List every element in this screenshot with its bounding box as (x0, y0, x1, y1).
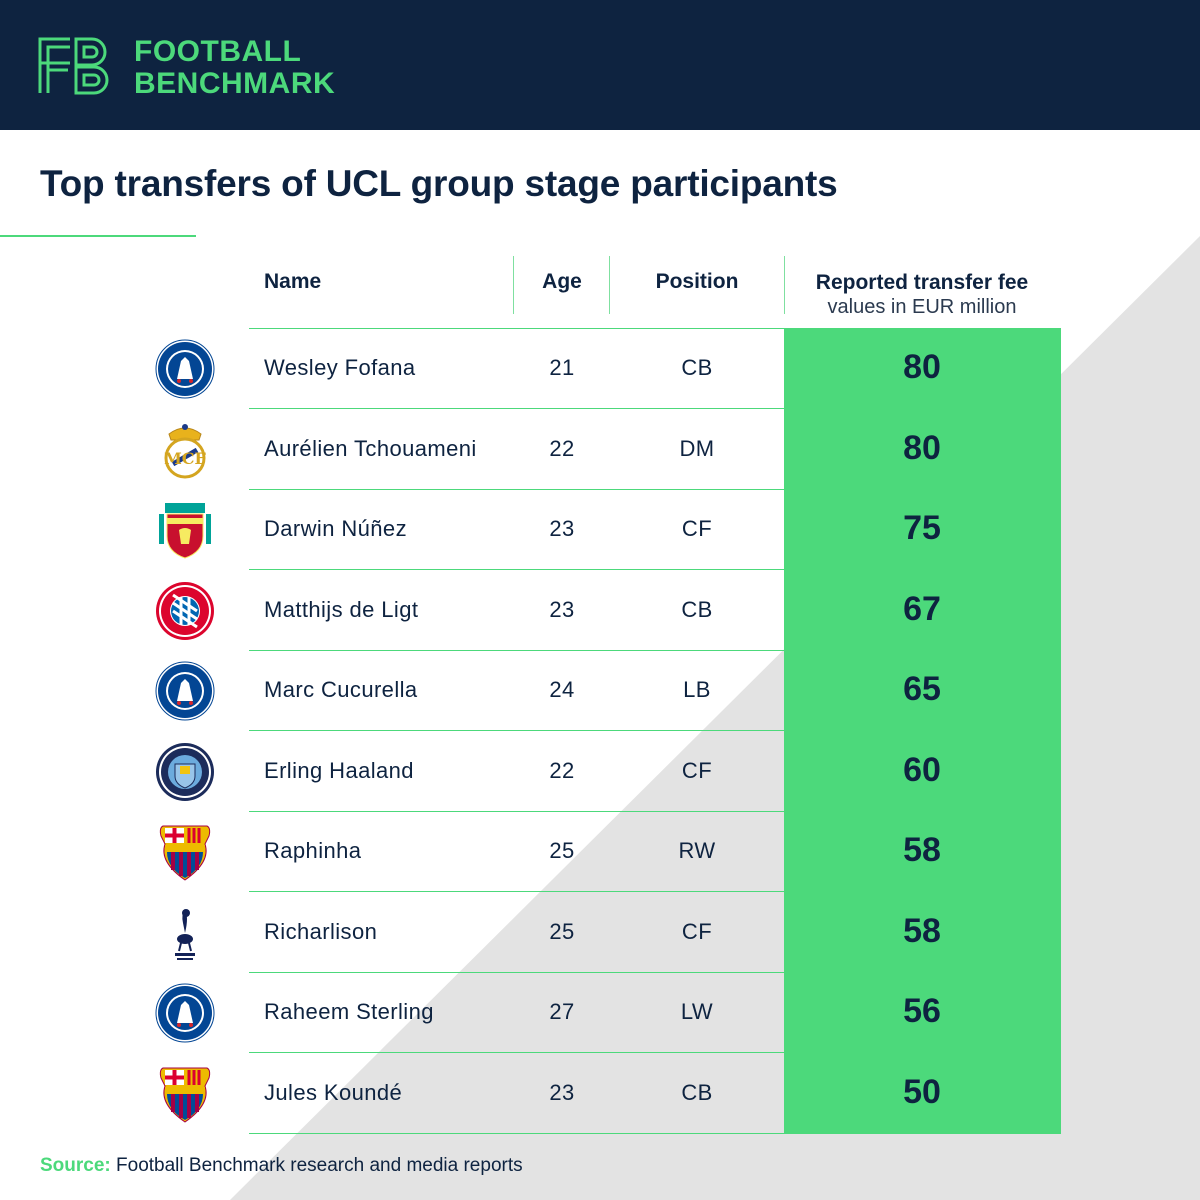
svg-text:MCF: MCF (164, 449, 206, 468)
row-divider (249, 328, 1061, 329)
header-divider (513, 256, 514, 314)
bayern-crest-icon (155, 581, 215, 641)
player-name: Raheem Sterling (264, 999, 434, 1024)
player-position: CF (681, 918, 713, 944)
transfer-fee: 60 (903, 750, 941, 789)
chelsea-crest-icon (155, 983, 215, 1043)
transfer-fee: 75 (903, 509, 941, 547)
row-divider (249, 1052, 1061, 1053)
player-position: RW (678, 838, 716, 863)
header-divider (609, 256, 610, 314)
table-row: Wesley Fofana 21 CB 80 (0, 328, 1200, 409)
row-divider (249, 569, 1061, 570)
header-fee: Reported transfer fee values in EUR mill… (784, 270, 1060, 320)
player-age: 25 (549, 838, 575, 863)
tottenham-crest-icon (155, 903, 215, 963)
source-note: Source: Football Benchmark research and … (40, 1155, 523, 1177)
player-name: Marc Cucurella (264, 677, 418, 702)
player-position: LB (683, 677, 711, 702)
table-row: Matthijs de Ligt 23 CB 67 (0, 570, 1200, 651)
chelsea-crest-icon (155, 661, 215, 721)
player-name: Erling Haaland (264, 757, 414, 783)
player-position: DM (679, 435, 715, 461)
transfer-fee: 56 (903, 992, 941, 1030)
player-age: 27 (549, 999, 575, 1024)
player-position: LW (680, 999, 714, 1024)
header-fee-subtitle: values in EUR million (827, 296, 1017, 318)
transfer-fee: 58 (903, 831, 941, 869)
header-divider (784, 256, 785, 314)
transfer-fee: 80 (903, 348, 941, 386)
header-bar: FOOTBALL BENCHMARK (0, 0, 1200, 130)
source-text: Football Benchmark research and media re… (110, 1155, 523, 1176)
transfer-fee: 50 (903, 1072, 941, 1111)
row-divider (249, 730, 1061, 731)
table-row: Raphinha 25 RW 58 (0, 811, 1200, 892)
player-age: 25 (549, 918, 575, 944)
player-name: Raphinha (264, 838, 362, 863)
table-row: MCF Aurélien Tchouameni 22 DM 80 (0, 409, 1200, 490)
player-age: 21 (549, 355, 575, 380)
real-madrid-crest-icon: MCF (155, 420, 215, 480)
player-name: Aurélien Tchouameni (264, 435, 477, 461)
table-row: Erling Haaland 22 CF 60 (0, 731, 1200, 812)
player-name: Darwin Núñez (264, 516, 407, 541)
transfer-fee: 80 (903, 428, 941, 467)
row-divider (249, 891, 1061, 892)
player-age: 22 (549, 757, 575, 783)
barcelona-crest-icon (155, 822, 215, 882)
table-row: Jules Koundé 23 CB 50 (0, 1053, 1200, 1134)
man-city-crest-icon (155, 742, 215, 802)
player-position: CF (681, 516, 713, 541)
transfer-fee: 67 (903, 589, 941, 628)
fb-logo-icon (38, 37, 109, 95)
player-position: CB (681, 355, 713, 380)
player-name: Jules Koundé (264, 1079, 403, 1105)
row-divider (249, 408, 1061, 409)
transfer-fee: 58 (903, 911, 941, 950)
barcelona-crest-icon (155, 1064, 215, 1124)
player-name: Richarlison (264, 918, 378, 944)
row-divider (249, 488, 1061, 490)
row-divider (249, 649, 1061, 651)
player-position: CF (681, 757, 713, 783)
table-row: Marc Cucurella 24 LB 65 (0, 650, 1200, 731)
row-divider (249, 810, 1061, 812)
liverpool-crest-icon (155, 500, 215, 560)
player-position: CB (681, 1079, 713, 1105)
row-divider (249, 971, 1061, 973)
player-age: 23 (549, 596, 575, 622)
header-fee-title: Reported transfer fee (815, 271, 1029, 294)
player-age: 23 (549, 1079, 575, 1105)
row-divider (249, 1132, 1061, 1134)
header-age: Age (542, 270, 582, 293)
source-label: Source: (40, 1155, 111, 1176)
player-name: Matthijs de Ligt (264, 596, 419, 622)
player-age: 24 (549, 677, 575, 702)
brand-line-1: FOOTBALL (134, 35, 302, 68)
header-position: Position (655, 270, 739, 293)
player-age: 22 (549, 435, 575, 461)
transfer-fee: 65 (903, 670, 941, 708)
player-position: CB (681, 596, 713, 622)
header-name: Name (264, 270, 322, 293)
player-age: 23 (549, 516, 575, 541)
chelsea-crest-icon (155, 339, 215, 399)
player-name: Wesley Fofana (264, 355, 416, 380)
title-underline (0, 235, 196, 237)
table-row: Raheem Sterling 27 LW 56 (0, 972, 1200, 1053)
brand-line-2: BENCHMARK (134, 67, 336, 100)
brand-wordmark: FOOTBALL BENCHMARK (134, 36, 335, 100)
table-row: Darwin Núñez 23 CF 75 (0, 489, 1200, 570)
table-row: Richarlison 25 CF 58 (0, 892, 1200, 973)
page-title: Top transfers of UCL group stage partici… (40, 163, 838, 204)
